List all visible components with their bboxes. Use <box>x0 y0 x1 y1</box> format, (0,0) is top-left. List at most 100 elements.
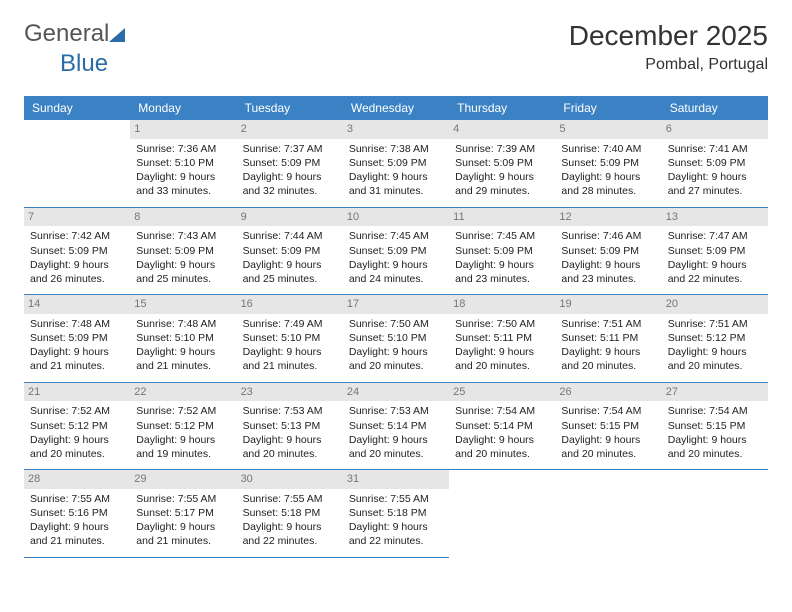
calendar-cell: 31Sunrise: 7:55 AMSunset: 5:18 PMDayligh… <box>343 470 449 558</box>
sunrise-text: Sunrise: 7:49 AM <box>243 317 337 331</box>
calendar-cell: 27Sunrise: 7:54 AMSunset: 5:15 PMDayligh… <box>662 383 768 471</box>
daylight-text: Daylight: 9 hours and 26 minutes. <box>30 258 124 286</box>
day-number: 5 <box>555 120 661 139</box>
daylight-text: Daylight: 9 hours and 21 minutes. <box>30 520 124 548</box>
weekday-sunday: Sunday <box>24 96 130 120</box>
calendar-cell: 24Sunrise: 7:53 AMSunset: 5:14 PMDayligh… <box>343 383 449 471</box>
daylight-text: Daylight: 9 hours and 20 minutes. <box>668 433 762 461</box>
sunrise-text: Sunrise: 7:48 AM <box>136 317 230 331</box>
day-number: 15 <box>130 295 236 314</box>
sunrise-text: Sunrise: 7:45 AM <box>349 229 443 243</box>
sunrise-text: Sunrise: 7:53 AM <box>349 404 443 418</box>
sunrise-text: Sunrise: 7:54 AM <box>455 404 549 418</box>
calendar-cell: 10Sunrise: 7:45 AMSunset: 5:09 PMDayligh… <box>343 208 449 296</box>
calendar-cell: 25 Sunrise: 7:54 AMSunset: 5:14 PMDayligh… <box>449 383 555 471</box>
day-number: 28 <box>24 470 130 489</box>
day-number: 3 <box>343 120 449 139</box>
calendar-cell: 1Sunrise: 7:36 AMSunset: 5:10 PMDaylight… <box>130 120 236 208</box>
day-number: 9 <box>237 208 343 227</box>
daylight-text: Daylight: 9 hours and 21 minutes. <box>136 345 230 373</box>
calendar-cell: 11Sunrise: 7:45 AMSunset: 5:09 PMDayligh… <box>449 208 555 296</box>
logo-text-general: General <box>24 20 109 48</box>
day-number: 12 <box>555 208 661 227</box>
daylight-text: Daylight: 9 hours and 20 minutes. <box>561 433 655 461</box>
daylight-text: Daylight: 9 hours and 20 minutes. <box>455 433 549 461</box>
sunset-text: Sunset: 5:09 PM <box>455 156 549 170</box>
calendar-cell: 19Sunrise: 7:51 AMSunset: 5:11 PMDayligh… <box>555 295 661 383</box>
calendar-cell <box>662 470 768 558</box>
sunset-text: Sunset: 5:14 PM <box>455 419 549 433</box>
day-number: 22 <box>130 383 236 402</box>
sunset-text: Sunset: 5:10 PM <box>243 331 337 345</box>
calendar-cell: 2Sunrise: 7:37 AMSunset: 5:09 PMDaylight… <box>237 120 343 208</box>
weekday-saturday: Saturday <box>662 96 768 120</box>
daylight-text: Daylight: 9 hours and 33 minutes. <box>136 170 230 198</box>
sunset-text: Sunset: 5:09 PM <box>668 156 762 170</box>
page-title: December 2025 <box>569 20 768 52</box>
sunset-text: Sunset: 5:16 PM <box>30 506 124 520</box>
logo-text-blue: Blue <box>60 50 108 77</box>
day-number: 31 <box>343 470 449 489</box>
daylight-text: Daylight: 9 hours and 24 minutes. <box>349 258 443 286</box>
daylight-text: Daylight: 9 hours and 27 minutes. <box>668 170 762 198</box>
calendar-cell <box>555 470 661 558</box>
sunrise-text: Sunrise: 7:42 AM <box>30 229 124 243</box>
sunrise-text: Sunrise: 7:55 AM <box>30 492 124 506</box>
day-number: 17 <box>343 295 449 314</box>
calendar-cell: 17Sunrise: 7:50 AMSunset: 5:10 PMDayligh… <box>343 295 449 383</box>
sunrise-text: Sunrise: 7:43 AM <box>136 229 230 243</box>
day-number: 16 <box>237 295 343 314</box>
sunrise-text: Sunrise: 7:52 AM <box>136 404 230 418</box>
sunset-text: Sunset: 5:17 PM <box>136 506 230 520</box>
calendar-cell: 13 Sunrise: 7:47 AMSunset: 5:09 PMDayligh… <box>662 208 768 296</box>
daylight-text: Daylight: 9 hours and 21 minutes. <box>136 520 230 548</box>
sunrise-text: Sunrise: 7:50 AM <box>455 317 549 331</box>
sunrise-text: Sunrise: 7:37 AM <box>243 142 337 156</box>
sunset-text: Sunset: 5:12 PM <box>668 331 762 345</box>
sunrise-text: Sunrise: 7:51 AM <box>561 317 655 331</box>
sunset-text: Sunset: 5:10 PM <box>349 331 443 345</box>
calendar-body: 1Sunrise: 7:36 AMSunset: 5:10 PMDaylight… <box>24 120 768 558</box>
calendar-cell <box>24 120 130 208</box>
calendar-cell: 14Sunrise: 7:48 AMSunset: 5:09 PMDayligh… <box>24 295 130 383</box>
daylight-text: Daylight: 9 hours and 31 minutes. <box>349 170 443 198</box>
daylight-text: Daylight: 9 hours and 29 minutes. <box>455 170 549 198</box>
daylight-text: Daylight: 9 hours and 20 minutes. <box>349 345 443 373</box>
day-number: 4 <box>449 120 555 139</box>
sunset-text: Sunset: 5:11 PM <box>455 331 549 345</box>
daylight-text: Daylight: 9 hours and 22 minutes. <box>668 258 762 286</box>
daylight-text: Daylight: 9 hours and 20 minutes. <box>30 433 124 461</box>
daylight-text: Daylight: 9 hours and 20 minutes. <box>668 345 762 373</box>
day-number: 2 <box>237 120 343 139</box>
logo: General <box>24 20 127 48</box>
weekday-wednesday: Wednesday <box>343 96 449 120</box>
daylight-text: Daylight: 9 hours and 25 minutes. <box>243 258 337 286</box>
sunset-text: Sunset: 5:09 PM <box>668 244 762 258</box>
calendar-cell: 22Sunrise: 7:52 AMSunset: 5:12 PMDayligh… <box>130 383 236 471</box>
calendar-cell: 28 Sunrise: 7:55 AMSunset: 5:16 PMDayligh… <box>24 470 130 558</box>
calendar-cell: 30Sunrise: 7:55 AMSunset: 5:18 PMDayligh… <box>237 470 343 558</box>
day-number: 13 <box>662 208 768 227</box>
sunset-text: Sunset: 5:18 PM <box>349 506 443 520</box>
daylight-text: Daylight: 9 hours and 25 minutes. <box>136 258 230 286</box>
calendar-cell: 7Sunrise: 7:42 AMSunset: 5:09 PMDaylight… <box>24 208 130 296</box>
calendar-cell: 6 Sunrise: 7:41 AMSunset: 5:09 PMDaylight… <box>662 120 768 208</box>
weekday-thursday: Thursday <box>449 96 555 120</box>
day-number: 1 <box>130 120 236 139</box>
day-number: 6 <box>662 120 768 139</box>
calendar-cell: 26Sunrise: 7:54 AMSunset: 5:15 PMDayligh… <box>555 383 661 471</box>
calendar-cell: 21Sunrise: 7:52 AMSunset: 5:12 PMDayligh… <box>24 383 130 471</box>
sunrise-text: Sunrise: 7:46 AM <box>561 229 655 243</box>
sunrise-text: Sunrise: 7:41 AM <box>668 142 762 156</box>
sunrise-text: Sunrise: 7:53 AM <box>243 404 337 418</box>
daylight-text: Daylight: 9 hours and 22 minutes. <box>243 520 337 548</box>
sunset-text: Sunset: 5:09 PM <box>561 244 655 258</box>
sunset-text: Sunset: 5:09 PM <box>243 244 337 258</box>
day-number: 29 <box>130 470 236 489</box>
sunset-text: Sunset: 5:09 PM <box>30 244 124 258</box>
sunrise-text: Sunrise: 7:47 AM <box>668 229 762 243</box>
sunrise-text: Sunrise: 7:54 AM <box>561 404 655 418</box>
calendar-cell: 23Sunrise: 7:53 AMSunset: 5:13 PMDayligh… <box>237 383 343 471</box>
day-number: 25 <box>449 383 555 402</box>
daylight-text: Daylight: 9 hours and 20 minutes. <box>455 345 549 373</box>
